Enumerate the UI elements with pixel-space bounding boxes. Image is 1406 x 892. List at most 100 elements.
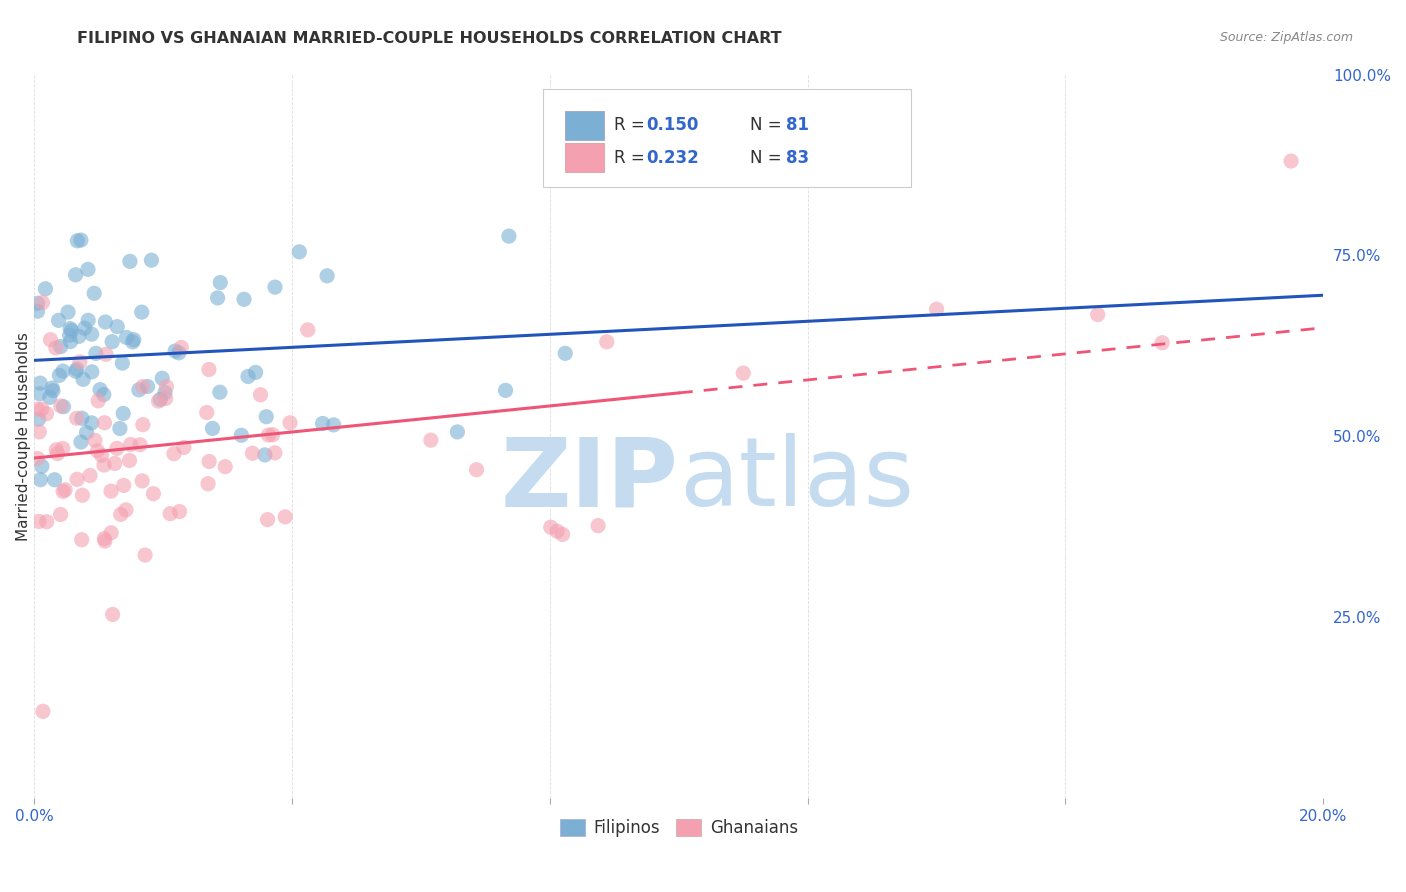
Point — [94, 315, 117, 329]
Point — [93, 532, 115, 546]
Point — [170, 341, 193, 355]
Point — [554, 346, 576, 360]
Point — [148, 394, 170, 409]
Point — [52, 364, 75, 378]
Point — [59, 334, 82, 349]
Point — [59, 328, 82, 343]
Point — [214, 459, 236, 474]
Point — [70, 533, 93, 547]
Point — [69, 355, 91, 369]
Point — [316, 268, 339, 283]
Point — [1279, 154, 1302, 169]
Point — [30, 473, 52, 487]
Point — [141, 253, 163, 268]
Point — [115, 503, 138, 517]
Point — [546, 524, 568, 539]
Point — [495, 384, 517, 398]
Point — [66, 362, 89, 376]
Point — [28, 386, 51, 401]
Point — [59, 321, 82, 335]
Text: ZIP: ZIP — [501, 434, 679, 526]
Point — [35, 515, 58, 529]
Point — [596, 334, 619, 349]
Point — [498, 229, 520, 244]
Point — [163, 447, 186, 461]
Point — [173, 441, 195, 455]
Text: FILIPINO VS GHANAIAN MARRIED-COUPLE HOUSEHOLDS CORRELATION CHART: FILIPINO VS GHANAIAN MARRIED-COUPLE HOUS… — [77, 31, 782, 46]
Point — [263, 446, 285, 460]
Point — [465, 463, 488, 477]
Point — [27, 304, 49, 318]
Point — [34, 282, 56, 296]
Point — [264, 280, 287, 294]
Point — [100, 525, 122, 540]
Point — [72, 488, 94, 502]
Text: N =: N = — [749, 149, 786, 167]
Point — [155, 379, 177, 393]
Point — [48, 368, 70, 383]
Point — [118, 254, 141, 268]
Point — [32, 704, 55, 718]
Point — [79, 468, 101, 483]
Point — [70, 411, 93, 425]
Point — [165, 344, 187, 359]
Point — [132, 417, 155, 432]
Point — [208, 385, 231, 400]
Text: 0.150: 0.150 — [647, 116, 699, 134]
Point — [586, 518, 609, 533]
Point — [159, 507, 181, 521]
Point — [150, 371, 173, 385]
Point — [49, 508, 72, 522]
Point — [136, 379, 159, 393]
Point — [31, 402, 53, 417]
Point — [70, 233, 93, 247]
Point — [242, 446, 264, 460]
Point — [52, 484, 75, 499]
Point — [53, 483, 76, 497]
Point — [35, 407, 58, 421]
Point — [231, 428, 253, 442]
Point — [27, 402, 49, 417]
Point — [198, 362, 221, 376]
Point — [31, 295, 53, 310]
Point — [27, 451, 49, 466]
Point — [67, 329, 90, 343]
Point — [105, 442, 128, 456]
Point — [44, 473, 66, 487]
Point — [256, 513, 278, 527]
Point — [108, 421, 131, 435]
Point — [100, 484, 122, 499]
Point — [80, 416, 103, 430]
Point — [77, 262, 100, 277]
Point — [105, 319, 128, 334]
Point — [551, 527, 574, 541]
Point — [118, 453, 141, 467]
Point — [48, 313, 70, 327]
Point — [122, 333, 145, 347]
Point — [27, 296, 49, 310]
FancyBboxPatch shape — [544, 89, 911, 186]
Point — [274, 509, 297, 524]
Point — [322, 417, 344, 432]
Point — [66, 411, 89, 425]
Point — [93, 458, 115, 472]
Point — [198, 454, 221, 468]
Point — [131, 379, 153, 393]
Point — [52, 442, 75, 456]
FancyBboxPatch shape — [565, 144, 605, 172]
Point — [201, 421, 224, 435]
Point — [93, 387, 115, 401]
Point — [112, 406, 135, 420]
Point — [129, 438, 152, 452]
Point — [253, 448, 276, 462]
Point — [111, 356, 134, 370]
Point — [49, 399, 72, 413]
Point — [87, 393, 110, 408]
Point — [72, 372, 94, 386]
Point — [93, 416, 115, 430]
Y-axis label: Married-couple Households: Married-couple Households — [15, 332, 31, 541]
Point — [77, 313, 100, 327]
Point — [66, 472, 89, 486]
Point — [41, 381, 63, 395]
Point — [94, 534, 117, 549]
